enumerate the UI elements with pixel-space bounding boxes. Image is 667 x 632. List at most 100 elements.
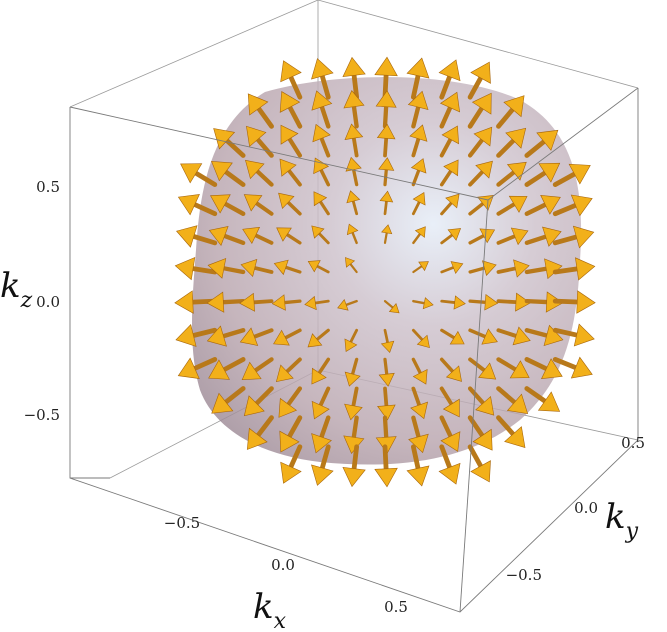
- field-arrow: [374, 444, 398, 488]
- field-arrow: [208, 357, 246, 380]
- field-arrow: [275, 357, 302, 383]
- field-arrow: [412, 297, 434, 310]
- field-arrow: [468, 228, 496, 245]
- field-arrow: [412, 226, 426, 245]
- field-arrow: [440, 193, 460, 216]
- field-arrow: [343, 90, 365, 129]
- field-arrow: [376, 123, 396, 158]
- field-arrow: [211, 161, 246, 187]
- field-arrow: [552, 163, 591, 188]
- field-arrow: [246, 125, 274, 158]
- field-arrow: [552, 356, 593, 379]
- y-tick-label: 0.0: [574, 499, 598, 517]
- field-arrow: [439, 415, 461, 452]
- field-arrow: [344, 357, 361, 387]
- x-tick-label: −0.5: [164, 514, 200, 532]
- field-arrow: [209, 194, 246, 216]
- field-arrow: [380, 328, 395, 353]
- field-arrow: [468, 160, 493, 187]
- field-arrow: [311, 357, 331, 385]
- field-arrow: [312, 123, 331, 158]
- field-arrow: [280, 124, 303, 158]
- field-arrow: [383, 300, 400, 314]
- field-arrow: [307, 260, 330, 274]
- field-arrow: [304, 295, 330, 311]
- field-arrow: [411, 357, 428, 385]
- field-arrow: [438, 59, 461, 100]
- field-arrow: [241, 357, 274, 380]
- field-arrow: [176, 225, 218, 248]
- field-arrow: [207, 258, 246, 279]
- arrows-layer: [174, 56, 596, 488]
- field-arrow: [342, 444, 366, 488]
- y-tick-label: −0.5: [506, 566, 542, 584]
- field-arrow: [311, 415, 332, 454]
- field-arrow: [377, 386, 396, 421]
- field-arrow: [496, 357, 530, 379]
- field-arrow: [311, 58, 334, 100]
- field-arrow: [496, 195, 528, 216]
- field-arrow: [239, 292, 274, 312]
- x-axis-label: kx: [253, 587, 287, 632]
- field-arrow: [468, 293, 499, 311]
- field-arrow: [496, 415, 526, 449]
- field-arrow: [440, 328, 465, 345]
- field-arrow: [174, 257, 218, 281]
- field-arrow: [552, 194, 593, 217]
- field-arrow: [467, 92, 492, 129]
- field-arrow: [496, 127, 527, 158]
- field-arrow: [467, 126, 493, 158]
- field-arrow: [278, 192, 302, 216]
- field-arrow: [439, 357, 462, 382]
- field-arrow: [524, 386, 561, 412]
- field-arrow: [379, 190, 394, 216]
- field-arrow: [271, 294, 302, 311]
- field-arrow: [496, 95, 525, 129]
- field-arrow: [344, 123, 364, 158]
- field-arrow: [440, 228, 462, 245]
- field-arrow: [278, 386, 303, 418]
- field-arrow: [410, 158, 427, 187]
- y-axis-label: ky: [605, 497, 639, 544]
- field-arrow: [344, 328, 359, 352]
- field-arrow: [439, 125, 459, 158]
- field-arrow: [242, 226, 274, 245]
- field-arrow: [496, 161, 527, 187]
- field-arrow: [438, 444, 461, 485]
- y-axis-label-sub: y: [625, 519, 639, 544]
- y-tick-label: 0.5: [621, 434, 645, 452]
- field-arrow: [524, 129, 559, 158]
- field-arrow: [468, 328, 498, 345]
- field-arrow: [337, 298, 358, 311]
- x-tick-label: 0.5: [384, 598, 408, 616]
- field-arrow: [243, 386, 274, 417]
- z-tick-label: −0.5: [24, 406, 60, 424]
- field-arrow: [439, 386, 460, 418]
- field-arrow: [345, 257, 358, 274]
- field-arrow: [279, 415, 303, 453]
- field-arrow: [280, 444, 303, 484]
- field-arrow: [524, 226, 562, 247]
- field-arrow: [206, 325, 246, 347]
- field-arrow: [279, 91, 303, 129]
- field-arrow: [346, 190, 361, 216]
- field-arrow: [440, 261, 464, 274]
- field-arrow: [468, 260, 497, 276]
- z-axis-label-main: k: [0, 266, 21, 306]
- field-arrow: [247, 93, 274, 129]
- field-arrow: [496, 386, 529, 415]
- field-arrow: [280, 60, 303, 100]
- field-arrow: [239, 327, 274, 346]
- field-arrow: [552, 290, 596, 314]
- field-arrow: [496, 227, 529, 246]
- field-arrow: [378, 357, 395, 387]
- field-arrow: [467, 61, 491, 100]
- field-arrow: [406, 57, 430, 100]
- field-arrow: [409, 124, 428, 158]
- field-arrow: [375, 90, 397, 129]
- field-arrow: [245, 159, 274, 187]
- field-arrow: [552, 323, 595, 347]
- field-arrow: [467, 386, 495, 416]
- field-arrow: [211, 386, 246, 414]
